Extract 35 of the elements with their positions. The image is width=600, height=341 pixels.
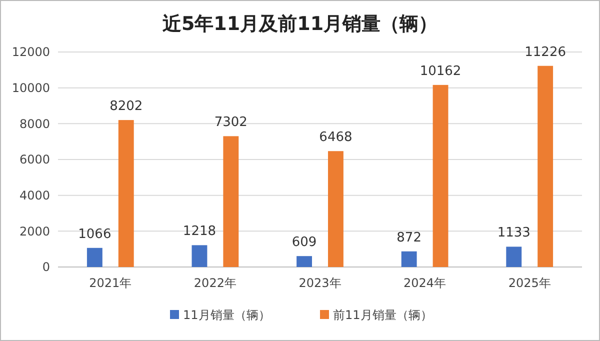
data-label: 10162 bbox=[420, 64, 462, 79]
x-tick-label: 2021年 bbox=[89, 276, 132, 290]
y-tick-label: 0 bbox=[42, 260, 50, 274]
x-tick-label: 2025年 bbox=[508, 276, 551, 290]
bar bbox=[86, 248, 102, 267]
x-tick-label: 2023年 bbox=[298, 276, 342, 290]
y-tick-label: 2000 bbox=[19, 224, 50, 238]
bar bbox=[223, 136, 239, 267]
bar bbox=[506, 246, 522, 267]
x-tick-label: 2024年 bbox=[404, 276, 446, 290]
bar bbox=[432, 84, 448, 267]
data-label: 872 bbox=[396, 230, 422, 246]
y-tick-label: 10000 bbox=[12, 81, 50, 96]
bar bbox=[401, 251, 417, 267]
data-label: 1133 bbox=[497, 226, 530, 241]
y-tick-label: 4000 bbox=[19, 188, 50, 203]
bar bbox=[118, 120, 134, 267]
data-label: 11226 bbox=[524, 44, 566, 60]
x-tick-label: 2022年 bbox=[194, 276, 236, 290]
legend-label: 11月销量（辆） bbox=[183, 308, 270, 322]
data-label: 1218 bbox=[182, 224, 216, 240]
bar bbox=[538, 66, 554, 267]
chart-title: 近5年11月及前11月销量（辆） bbox=[161, 13, 438, 35]
data-label: 1066 bbox=[78, 226, 112, 242]
data-label: 7302 bbox=[214, 115, 248, 130]
data-label: 6468 bbox=[319, 130, 352, 146]
data-label: 8202 bbox=[110, 99, 143, 114]
bar bbox=[192, 245, 208, 267]
legend-label: 前11月销量（辆） bbox=[333, 308, 432, 322]
y-tick-label: 12000 bbox=[12, 45, 50, 60]
y-tick-label: 6000 bbox=[19, 152, 50, 167]
y-tick-label: 8000 bbox=[19, 116, 50, 131]
bar bbox=[296, 256, 312, 267]
data-label: 609 bbox=[292, 235, 317, 250]
bar bbox=[328, 151, 344, 267]
